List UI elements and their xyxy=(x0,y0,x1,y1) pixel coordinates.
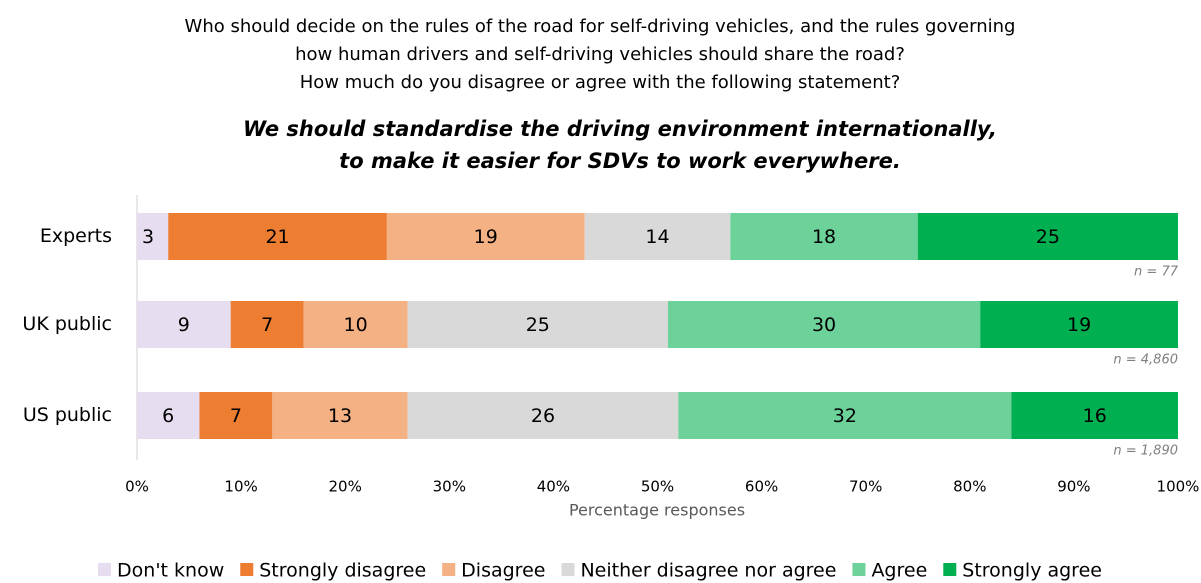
legend-label: Strongly disagree xyxy=(259,560,426,582)
x-tick-label: 50% xyxy=(641,478,674,496)
subtitle-line: to make it easier for SDVs to work every… xyxy=(339,149,901,173)
bar-segment xyxy=(917,213,1178,260)
data-label: 14 xyxy=(645,226,669,248)
bar-segment xyxy=(667,301,981,348)
legend-swatch xyxy=(98,563,112,576)
bar-segment xyxy=(407,392,679,439)
legend-swatch xyxy=(442,563,456,576)
x-tick-label: 20% xyxy=(329,478,362,496)
annotation: n = 4,860 xyxy=(1113,353,1178,368)
data-label: 25 xyxy=(1036,226,1060,248)
bar-segment xyxy=(137,301,231,348)
title-line: Who should decide on the rules of the ro… xyxy=(185,16,1016,37)
legend-swatch xyxy=(240,563,254,576)
legend-label: Strongly agree xyxy=(962,560,1102,582)
data-label: 7 xyxy=(230,405,242,427)
title-line: how human drivers and self-driving vehic… xyxy=(295,44,905,65)
data-label: 3 xyxy=(142,226,154,248)
subtitle-line: We should standardise the driving enviro… xyxy=(243,117,997,141)
legend-swatch xyxy=(943,563,957,576)
y-tick-label: Experts xyxy=(40,225,112,247)
data-label: 9 xyxy=(178,314,190,336)
y-tick-label: UK public xyxy=(22,313,112,335)
x-axis-label: Percentage responses xyxy=(569,501,745,520)
x-tick-label: 80% xyxy=(953,478,986,496)
data-label: 19 xyxy=(1067,314,1091,336)
bar-segment xyxy=(168,213,387,260)
data-label: 13 xyxy=(328,405,352,427)
data-label: 30 xyxy=(812,314,836,336)
annotation: n = 77 xyxy=(1134,265,1179,280)
bar-segment xyxy=(730,213,918,260)
bar-segment xyxy=(137,392,200,439)
bar-segment xyxy=(303,301,408,348)
legend-swatch xyxy=(852,563,866,576)
data-label: 6 xyxy=(162,405,174,427)
data-label: 25 xyxy=(526,314,550,336)
bar-segment xyxy=(980,301,1178,348)
bar-segment xyxy=(1011,392,1178,439)
bar-segment xyxy=(272,392,408,439)
annotation: n = 1,890 xyxy=(1113,444,1178,459)
y-tick-label: US public xyxy=(23,404,112,426)
x-tick-label: 10% xyxy=(224,478,257,496)
data-label: 16 xyxy=(1083,405,1107,427)
legend-label: Don't know xyxy=(117,560,224,582)
x-tick-label: 90% xyxy=(1057,478,1090,496)
bar-segment xyxy=(199,392,273,439)
x-tick-label: 60% xyxy=(745,478,778,496)
data-label: 32 xyxy=(833,405,857,427)
legend-swatch xyxy=(561,563,575,576)
x-tick-label: 70% xyxy=(849,478,882,496)
x-tick-label: 30% xyxy=(433,478,466,496)
legend-label: Neither disagree nor agree xyxy=(580,560,836,582)
bar-segment xyxy=(386,213,585,260)
bar-segment xyxy=(678,392,1012,439)
x-tick-label: 40% xyxy=(537,478,570,496)
x-tick-label: 0% xyxy=(125,478,149,496)
data-label: 7 xyxy=(261,314,273,336)
x-tick-label: 100% xyxy=(1157,478,1200,496)
title-line: How much do you disagree or agree with t… xyxy=(300,72,901,93)
bar-segment xyxy=(137,213,169,260)
data-label: 18 xyxy=(812,226,836,248)
bar-segment xyxy=(230,301,304,348)
data-label: 21 xyxy=(265,226,289,248)
bar-segment xyxy=(584,213,731,260)
bar-segment xyxy=(407,301,668,348)
legend-label: Disagree xyxy=(461,560,545,582)
legend-label: Agree xyxy=(871,560,927,582)
data-label: 10 xyxy=(344,314,368,336)
data-label: 26 xyxy=(531,405,555,427)
data-label: 19 xyxy=(474,226,498,248)
